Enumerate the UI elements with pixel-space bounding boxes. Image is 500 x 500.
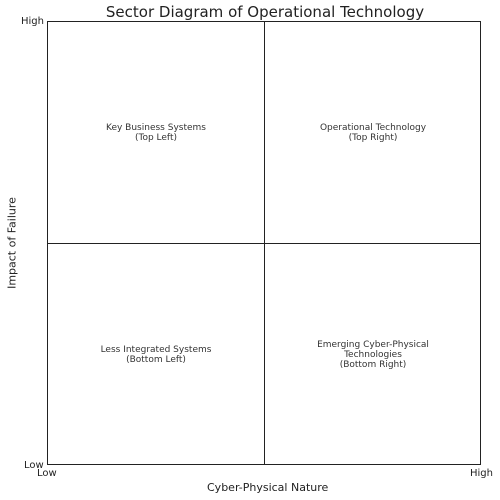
diagram-title: Sector Diagram of Operational Technology — [105, 3, 425, 21]
quadrant-top-right-title: Operational Technology — [319, 123, 427, 133]
quadrant-bottom-right: Emerging Cyber-Physical Technologies (Bo… — [293, 340, 453, 370]
y-axis-label: Impact of Failure — [5, 197, 19, 289]
horizontal-divider — [47, 243, 481, 244]
quadrant-top-left: Key Business Systems (Top Left) — [76, 123, 236, 143]
quadrant-bottom-left: Less Integrated Systems (Bottom Left) — [76, 345, 236, 365]
x-tick-low: Low — [37, 468, 57, 479]
quadrant-top-left-position: (Top Left) — [134, 133, 177, 143]
y-tick-high: High — [21, 16, 44, 27]
quadrant-bottom-left-position: (Bottom Left) — [126, 355, 186, 365]
quadrant-bottom-right-title-1: Emerging Cyber-Physical — [317, 340, 429, 350]
quadrant-bottom-left-title: Less Integrated Systems — [100, 345, 212, 355]
x-axis-label: Cyber-Physical Nature — [207, 481, 329, 494]
y-tick-low: Low — [24, 460, 44, 471]
quadrant-top-left-title: Key Business Systems — [106, 123, 206, 133]
quadrant-bottom-right-position: (Bottom Right) — [339, 360, 407, 370]
quadrant-top-right-position: (Top Right) — [348, 133, 398, 143]
x-tick-high: High — [470, 468, 493, 479]
quadrant-bottom-right-title-2: Technologies — [344, 350, 402, 360]
quadrant-top-right: Operational Technology (Top Right) — [293, 123, 453, 143]
